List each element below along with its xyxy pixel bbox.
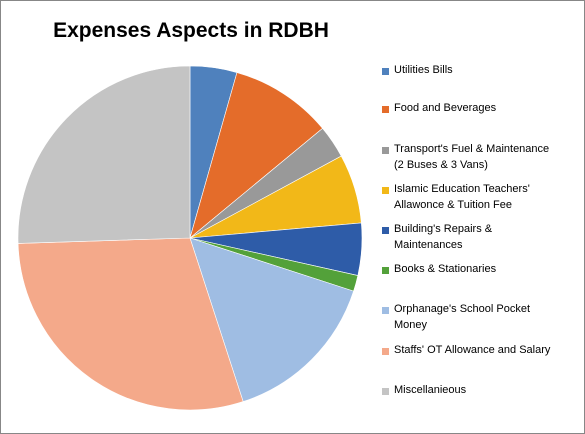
chart-title: Expenses Aspects in RDBH bbox=[53, 19, 329, 42]
legend-swatch-utilities-bills bbox=[382, 68, 389, 75]
legend-label-utilities-bills: Utilities Bills bbox=[394, 64, 453, 76]
pie-slice-food-and-beverages bbox=[189, 72, 323, 239]
legend-label-books-stationaries: Books & Stationaries bbox=[394, 263, 497, 275]
pie-slice-pocket-money bbox=[189, 237, 354, 402]
legend-swatch-miscellaneous bbox=[382, 388, 389, 395]
pie-slice-miscellaneous bbox=[17, 65, 191, 244]
legend-swatch-staff-salary bbox=[382, 348, 389, 355]
legend-label-islamic-education: Islamic Education Teachers' Allawonce & … bbox=[394, 183, 530, 211]
legend-label-miscellaneous: Miscellanieous bbox=[394, 384, 467, 396]
legend-swatch-transport bbox=[382, 147, 389, 154]
legend-label-building-repairs: Building's Repairs & Maintenances bbox=[394, 223, 493, 251]
legend-swatch-pocket-money bbox=[382, 307, 389, 314]
legend-label-pocket-money: Orphanage's School Pocket Money bbox=[394, 303, 531, 331]
legend-label-transport: Transport's Fuel & Maintenance (2 Buses … bbox=[394, 143, 550, 171]
legend-swatch-food-and-beverages bbox=[382, 106, 389, 113]
legend-label-staff-salary: Staffs' OT Allowance and Salary bbox=[394, 344, 551, 356]
legend-label-food-and-beverages: Food and Beverages bbox=[394, 102, 497, 114]
legend-swatch-building-repairs bbox=[382, 227, 389, 234]
legend-swatch-islamic-education bbox=[382, 187, 389, 194]
pie-chart bbox=[17, 65, 363, 411]
legend-swatch-books-stationaries bbox=[382, 267, 389, 274]
pie-slice-staff-salary bbox=[17, 237, 244, 411]
